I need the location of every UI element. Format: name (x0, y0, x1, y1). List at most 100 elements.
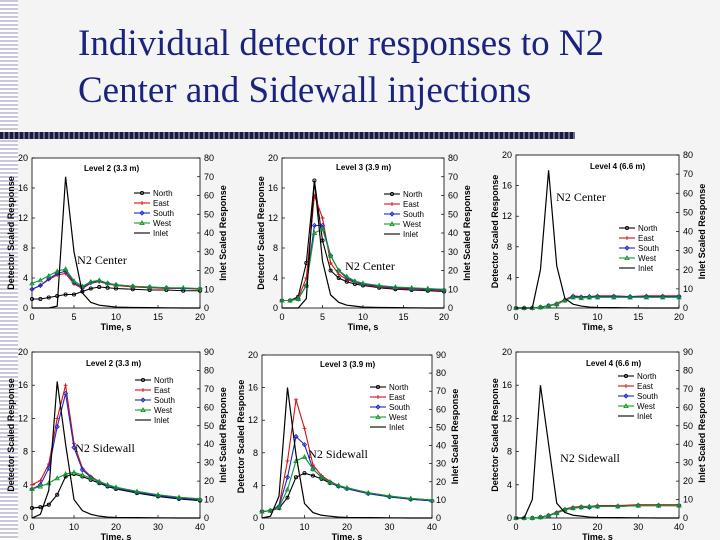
legend-label: Inlet (154, 416, 170, 425)
x-tick-label: 20 (195, 312, 205, 322)
data-point (71, 292, 77, 297)
legend-label: South (154, 396, 175, 405)
legend-label: North (638, 224, 658, 233)
y2-tick-label: 70 (683, 169, 693, 179)
data-point (352, 278, 358, 284)
y2-tick-label: 90 (683, 347, 693, 357)
legend-label: West (637, 402, 656, 411)
series-line (516, 385, 679, 519)
y2-tick-label: 30 (683, 246, 693, 256)
data-point (611, 294, 617, 300)
data-point (441, 286, 447, 292)
y2-tick-label: 70 (204, 172, 214, 182)
title-line-1: Individual detector responses to N2 (78, 23, 605, 64)
data-point (197, 495, 203, 501)
y2-tick-label: 0 (683, 513, 688, 523)
y2-tick-label: 80 (448, 153, 458, 163)
legend-label: South (637, 392, 658, 401)
y-axis-label: Detector Scaled Response (490, 175, 500, 289)
y2-tick-label: 40 (448, 228, 458, 238)
y2-axis-label: Inlet Scaled Response (462, 185, 472, 281)
legend-label: East (389, 393, 406, 402)
y-tick-label: 8 (253, 448, 258, 458)
data-point (570, 505, 576, 511)
y2-tick-label: 70 (204, 384, 214, 394)
data-point (529, 515, 536, 521)
panel-annotation: N2 Center (345, 259, 395, 273)
x-axis-label: Time, s (332, 532, 363, 540)
series-line (516, 504, 679, 519)
x-axis-label: Time, s (582, 322, 613, 332)
y-tick-label: 12 (18, 213, 28, 223)
series-inlet (282, 180, 444, 309)
data-point (365, 489, 372, 495)
y-tick-label: 16 (268, 183, 278, 193)
y-axis-label: Detector Scaled Response (6, 176, 16, 290)
legend-label: West (403, 220, 422, 229)
series-west (513, 502, 682, 521)
y2-tick-label: 30 (204, 247, 214, 257)
data-point (336, 275, 341, 281)
data-point (37, 282, 44, 289)
series-line (261, 387, 432, 519)
data-point (570, 294, 576, 300)
data-point (586, 294, 593, 300)
x-tick-label: 15 (633, 312, 643, 322)
y-tick-label: 8 (507, 447, 512, 457)
y-tick-label: 0 (507, 303, 512, 313)
data-point (311, 222, 318, 229)
panel-title: Level 3 (3.9 m) (320, 360, 375, 369)
panel-title: Level 2 (3.3 m) (86, 359, 141, 368)
y2-tick-label: 20 (204, 476, 214, 486)
x-tick-label: 40 (674, 522, 684, 532)
y-axis-label: Detector Scaled Response (256, 176, 266, 290)
legend-label: Inlet (637, 412, 653, 421)
x-tick-label: 15 (398, 312, 408, 322)
data-point (284, 486, 291, 492)
data-point (659, 294, 666, 300)
legend-label: North (389, 383, 409, 392)
y2-tick-label: 80 (204, 365, 214, 375)
data-point (55, 416, 60, 421)
y2-axis-label: Inlet Scaled Response (450, 389, 460, 485)
data-point (113, 484, 119, 490)
y2-tick-label: 20 (683, 476, 693, 486)
y-tick-label: 4 (253, 480, 258, 490)
x-axis-label: Time, s (101, 322, 132, 332)
y2-tick-label: 60 (683, 188, 693, 198)
data-point (55, 492, 60, 497)
data-point (285, 495, 290, 500)
y-tick-label: 20 (18, 347, 28, 357)
y2-tick-label: 80 (204, 153, 214, 163)
y2-tick-label: 30 (683, 458, 693, 468)
panel-annotation: N2 Center (77, 253, 127, 267)
y2-tick-label: 20 (683, 265, 693, 275)
x-tick-label: 20 (111, 522, 121, 532)
title-divider (0, 132, 575, 139)
data-point (176, 494, 182, 500)
y2-tick-label: 60 (204, 402, 214, 412)
data-point (294, 397, 298, 402)
legend-label: East (153, 199, 170, 208)
data-point (335, 267, 342, 273)
y2-tick-label: 10 (204, 284, 214, 294)
y2-tick-label: 60 (448, 191, 458, 201)
data-point (46, 276, 52, 282)
data-point (163, 284, 170, 290)
data-point (295, 296, 301, 302)
data-point (38, 296, 43, 302)
data-point (180, 284, 186, 290)
y-axis-label: Detector Scaled Response (236, 380, 246, 494)
data-point (71, 469, 77, 475)
y-tick-label: 0 (23, 303, 28, 313)
y-tick-label: 20 (268, 153, 278, 163)
data-point (545, 302, 552, 308)
chart-panel-4: 0 4 8 12 16 20 0 10 20 30 40 50 60 70 80 90 0 10 20 30 40 Tim… (6, 347, 228, 540)
x-tick-label: 5 (554, 312, 559, 322)
panel-annotation: N2 Center (556, 190, 606, 204)
